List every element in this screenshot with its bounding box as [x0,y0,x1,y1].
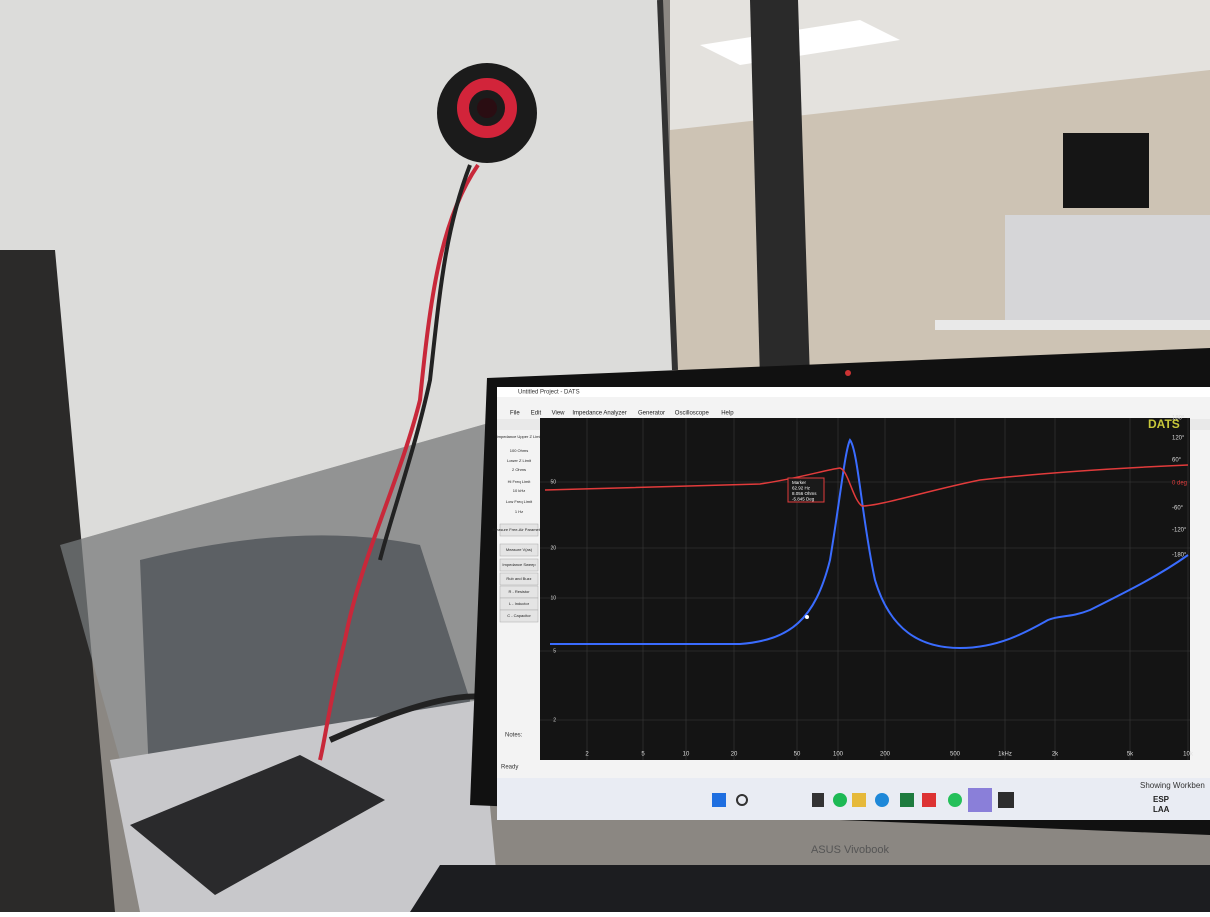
speaker-cone [477,98,497,118]
webcam [845,370,851,376]
side-control: 10 kHz [513,488,525,493]
side-control: Hi Freq Limit [508,479,532,484]
phase-tick-label: 0 deg [1172,481,1187,487]
app-icon[interactable] [875,793,889,807]
window-title: Untitled Project - DATS [518,390,580,396]
marker-info: 8.056 Ohms [792,491,817,496]
start-icon[interactable] [712,793,726,807]
laptop-brand: ASUS Vivobook [811,844,890,856]
marker-info: 62.92 Hz [792,486,811,491]
app-icon[interactable] [922,793,936,807]
app-icon[interactable] [833,793,847,807]
plot-area [540,418,1190,760]
cabinets [1005,215,1210,320]
menu-item[interactable]: Oscilloscope [675,411,710,417]
side-control: 100 Ohms [510,448,528,453]
x-tick-label: 50 [794,752,801,758]
keyboard [410,865,1210,912]
side-control: Lower Z Limit [507,458,532,463]
side-control[interactable]: Measure V(as) [506,547,533,552]
phase-tick-label: 60° [1172,458,1182,464]
menu-item[interactable]: Generator [638,411,665,417]
x-tick-label: 1kHz [998,752,1012,758]
region: LAA [1153,805,1170,814]
monitor [1063,133,1149,208]
notes-label: Notes: [505,733,523,739]
scene: Untitled Project - DATS File Edit View Impe… [0,0,1210,912]
status-text: Ready [501,765,518,771]
side-control[interactable]: Measure Free-Air Parameters [493,527,546,532]
x-tick-label: 20 [731,752,738,758]
notification: Showing Workben [1140,781,1205,790]
language: ESP [1153,795,1170,804]
side-control[interactable]: R - Resistor [508,589,530,594]
x-tick-label: 500 [950,752,961,758]
side-control: 1 Hz [515,509,523,514]
phase-tick-label: -60° [1172,506,1184,512]
menu-item[interactable]: Help [721,411,734,417]
menu-item[interactable]: File [510,411,520,417]
side-control: 2 Ohms [512,467,526,472]
side-control[interactable]: C - Capacitor [507,613,531,618]
x-tick-label: 2k [1052,752,1059,758]
x-tick-label: 200 [880,752,891,758]
x-tick-label: 5k [1127,752,1134,758]
side-control: Low Freq Limit [506,499,533,504]
y-tick-label: 2 [553,717,556,723]
menu-item[interactable]: View [552,411,566,417]
app-icon[interactable] [968,788,992,812]
page: Untitled Project - DATS File Edit View Impe… [0,0,1210,912]
app-icon[interactable] [852,793,866,807]
side-control[interactable]: L - Inductor [509,601,530,606]
y-tick-label: 50 [550,479,556,485]
menu-item[interactable]: Edit [531,411,542,417]
menu-item[interactable]: Impedance Analyzer [572,411,626,417]
app-icon[interactable] [900,793,914,807]
marker-info: Marker [792,480,807,485]
app-icon[interactable] [812,793,824,807]
app-icon[interactable] [948,793,962,807]
side-control[interactable]: Rub and Buzz [506,576,531,581]
marker-point [805,615,809,619]
y-tick-label: 20 [550,545,556,551]
app-icon[interactable] [998,792,1014,808]
phase-tick-label: 120° [1172,436,1185,442]
phase-tick-label: -120° [1172,528,1187,534]
side-control[interactable]: Impedance Sweep [502,562,536,567]
brand: DATS [1148,417,1180,431]
desk [935,320,1210,330]
x-tick-label: 10k [1183,752,1194,758]
y-tick-label: 10 [550,595,556,601]
x-tick-label: 100 [833,752,844,758]
title-bar [497,387,1210,397]
y-tick-label: 5 [553,648,556,654]
x-tick-label: 10 [683,752,690,758]
marker-info: -5.845 Deg [792,497,815,502]
side-control: Impedance Upper Z Limit [497,434,543,439]
